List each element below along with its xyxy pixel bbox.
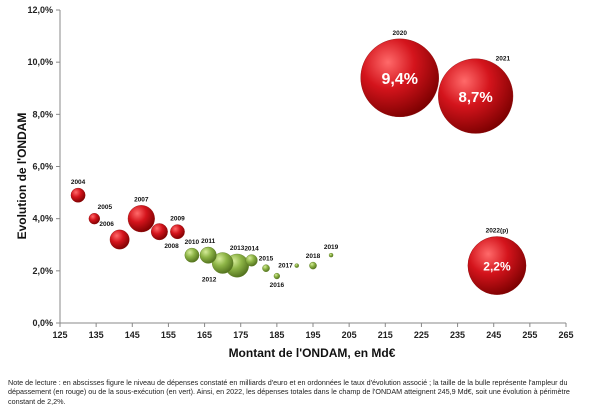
x-tick-label: 255 [522, 330, 537, 340]
x-tick-label: 245 [486, 330, 501, 340]
bubble-value-label: 8,7% [459, 89, 493, 106]
bubbles: 9,4% 8,7% 2,2% [70, 38, 527, 295]
bubble-chart: 0,0% 2,0% 4,0% 6,0% 8,0% 10,0% 12,0% 125 135 145 1… [15, 5, 574, 360]
x-tick-label: 195 [305, 330, 320, 340]
bubble-2004 [70, 187, 86, 203]
year-label-2013: 2013 [230, 245, 245, 252]
x-tick-label: 125 [52, 330, 67, 340]
y-tick-label: 6,0% [32, 162, 53, 172]
y-tick-label: 2,0% [32, 266, 53, 276]
bubble-2005 [88, 213, 100, 225]
bubble-2010 [184, 247, 200, 263]
y-tick-label: 0,0% [32, 318, 53, 328]
bubble-2015 [262, 264, 270, 272]
x-tick-label: 175 [233, 330, 248, 340]
year-label-2019: 2019 [324, 244, 339, 251]
year-label-2007: 2007 [134, 196, 149, 203]
x-tick-label: 155 [161, 330, 176, 340]
bubble-2020 [360, 38, 439, 118]
bubble-2009 [170, 224, 185, 240]
bubble-2011 [199, 246, 217, 264]
year-label-2016: 2016 [270, 282, 285, 289]
bubble-2014 [245, 254, 258, 267]
year-label-2004: 2004 [71, 179, 86, 186]
year-label-2011: 2011 [201, 238, 215, 245]
axes: 0,0% 2,0% 4,0% 6,0% 8,0% 10,0% 12,0% 125 135 145 1… [27, 5, 573, 340]
year-label-2006: 2006 [99, 221, 114, 228]
point-labels: 2004 2005 2006 2007 2008 2009 2010 2011 2012 2013… [71, 30, 511, 289]
bubble-value-label: 9,4% [382, 71, 418, 88]
year-label-2008: 2008 [164, 243, 179, 250]
year-label-2018: 2018 [306, 253, 321, 260]
x-tick-label: 145 [125, 330, 140, 340]
year-label-2009: 2009 [170, 216, 185, 223]
x-tick-label: 135 [89, 330, 104, 340]
x-tick-label: 215 [378, 330, 393, 340]
bubble-2008 [150, 223, 168, 241]
year-label-2020: 2020 [393, 30, 408, 37]
bubble-2017 [294, 263, 299, 268]
year-label-2005: 2005 [98, 204, 113, 211]
y-tick-label: 4,0% [32, 214, 53, 224]
x-tick-label: 185 [269, 330, 284, 340]
bubble-2022(p) [467, 236, 527, 295]
bubble-2007 [127, 205, 155, 233]
x-tick-label: 225 [414, 330, 429, 340]
x-tick-label: 235 [450, 330, 465, 340]
x-tick-label: 165 [197, 330, 212, 340]
year-label-2012: 2012 [202, 276, 217, 283]
x-tick-label: 205 [342, 330, 357, 340]
bubble-2006 [109, 229, 130, 250]
x-axis-title: Montant de l'ONDAM, en Md€ [229, 346, 396, 360]
x-tick-label: 265 [558, 330, 573, 340]
bubble-2016 [273, 272, 280, 280]
year-label-2017: 2017 [278, 263, 293, 270]
bubble-2018 [309, 261, 317, 270]
year-label-2015: 2015 [259, 256, 274, 263]
year-label-2010: 2010 [185, 239, 200, 246]
bubble-2012 [211, 252, 234, 274]
bubble-value-label: 2,2% [483, 260, 511, 274]
year-label-2022(p): 2022(p) [486, 228, 509, 235]
bubble-2021 [438, 58, 514, 134]
y-tick-label: 12,0% [27, 5, 53, 15]
y-tick-label: 10,0% [27, 57, 53, 67]
year-label-2014: 2014 [244, 246, 259, 253]
y-tick-label: 8,0% [32, 109, 53, 119]
y-axis-title: Evolution de l'ONDAM [15, 113, 29, 240]
year-label-2021: 2021 [496, 56, 511, 63]
reading-note: Note de lecture : en abscisses figure le… [8, 378, 570, 406]
bubble-2019 [328, 252, 334, 258]
